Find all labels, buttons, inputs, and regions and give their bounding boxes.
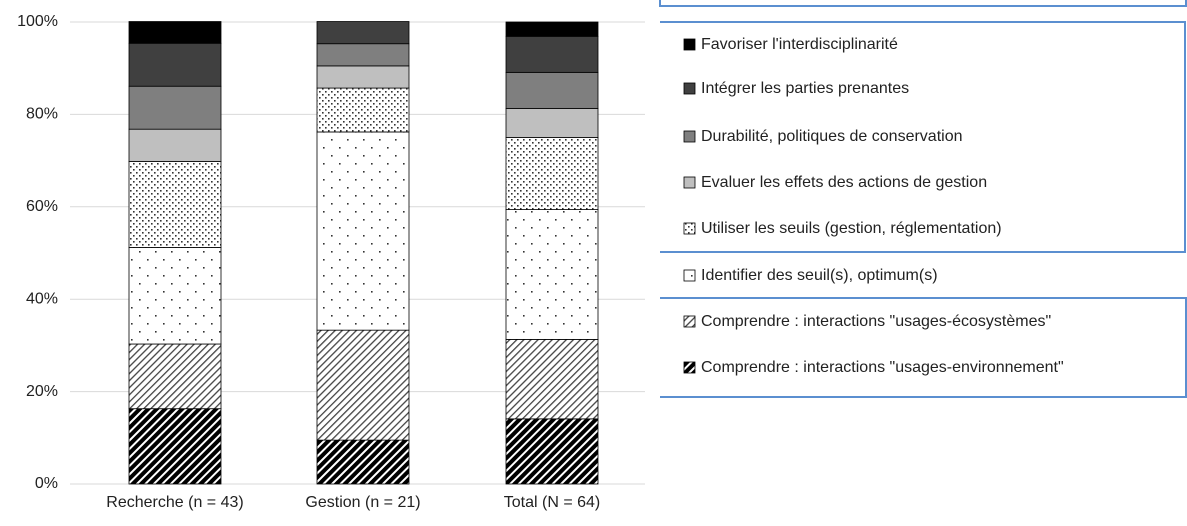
legend-swatch [683, 222, 696, 235]
legend-swatch [683, 361, 696, 374]
legend-swatch [683, 315, 696, 328]
bar-segment [128, 128, 222, 162]
bar-segment [128, 408, 222, 485]
bar-segment [505, 418, 599, 485]
y-tick-label: 40% [26, 290, 58, 307]
legend-label: Comprendre : interactions "usages-écosys… [701, 313, 1051, 330]
bar-segment [128, 21, 222, 44]
legend-label: Evaluer les effets des actions de gestio… [701, 174, 987, 191]
bar-segment [316, 439, 410, 485]
legend-label: Comprendre : interactions "usages-enviro… [701, 359, 1064, 376]
bar-segment [505, 338, 599, 420]
bar-segment [316, 21, 410, 45]
bar-segment [316, 329, 410, 441]
legend-label: Durabilité, politiques de conservation [701, 128, 962, 145]
x-tick-label: Gestion (n = 21) [305, 494, 420, 511]
bar-segment [316, 87, 410, 133]
bar-segment [505, 137, 599, 210]
x-tick-label: Total (N = 64) [504, 494, 600, 511]
legend-label: Favoriser l'interdisciplinarité [701, 36, 898, 53]
x-tick-label: Recherche (n = 43) [106, 494, 243, 511]
bar-segment [128, 343, 222, 410]
y-tick-label: 100% [17, 13, 58, 30]
bar-segment [128, 247, 222, 345]
y-tick-label: 20% [26, 383, 58, 400]
bar-segment [505, 21, 599, 37]
bar-segment [316, 43, 410, 67]
legend-label: Identifier des seuil(s), optimum(s) [701, 267, 938, 284]
legend-swatch [683, 176, 696, 189]
legend-label: Utiliser les seuils (gestion, réglementa… [701, 220, 1002, 237]
bar-segment [128, 161, 222, 248]
legend-swatch [683, 82, 696, 95]
legend-swatch [683, 130, 696, 143]
bar-segment [316, 131, 410, 331]
legend-swatch [683, 38, 696, 51]
y-tick-label: 0% [35, 475, 58, 492]
legend-label: Intégrer les parties prenantes [701, 80, 909, 97]
bar-segment [316, 65, 410, 89]
bar-segment [505, 209, 599, 340]
bar-segment [505, 107, 599, 138]
legend: Comprendre : interactions "usages-enviro… [683, 36, 1064, 376]
y-tick-label: 80% [26, 106, 58, 123]
legend-swatch [683, 269, 696, 282]
bar-segment [505, 35, 599, 73]
legend-frames [659, 0, 1187, 398]
bar-segment [128, 42, 222, 87]
plot: 0% 20% 40% 60% 80% 100% Recherche (n = 43) Gest… [17, 13, 645, 511]
y-tick-label: 60% [26, 198, 58, 215]
bar-segment [128, 85, 222, 130]
bar-segment [505, 71, 599, 109]
